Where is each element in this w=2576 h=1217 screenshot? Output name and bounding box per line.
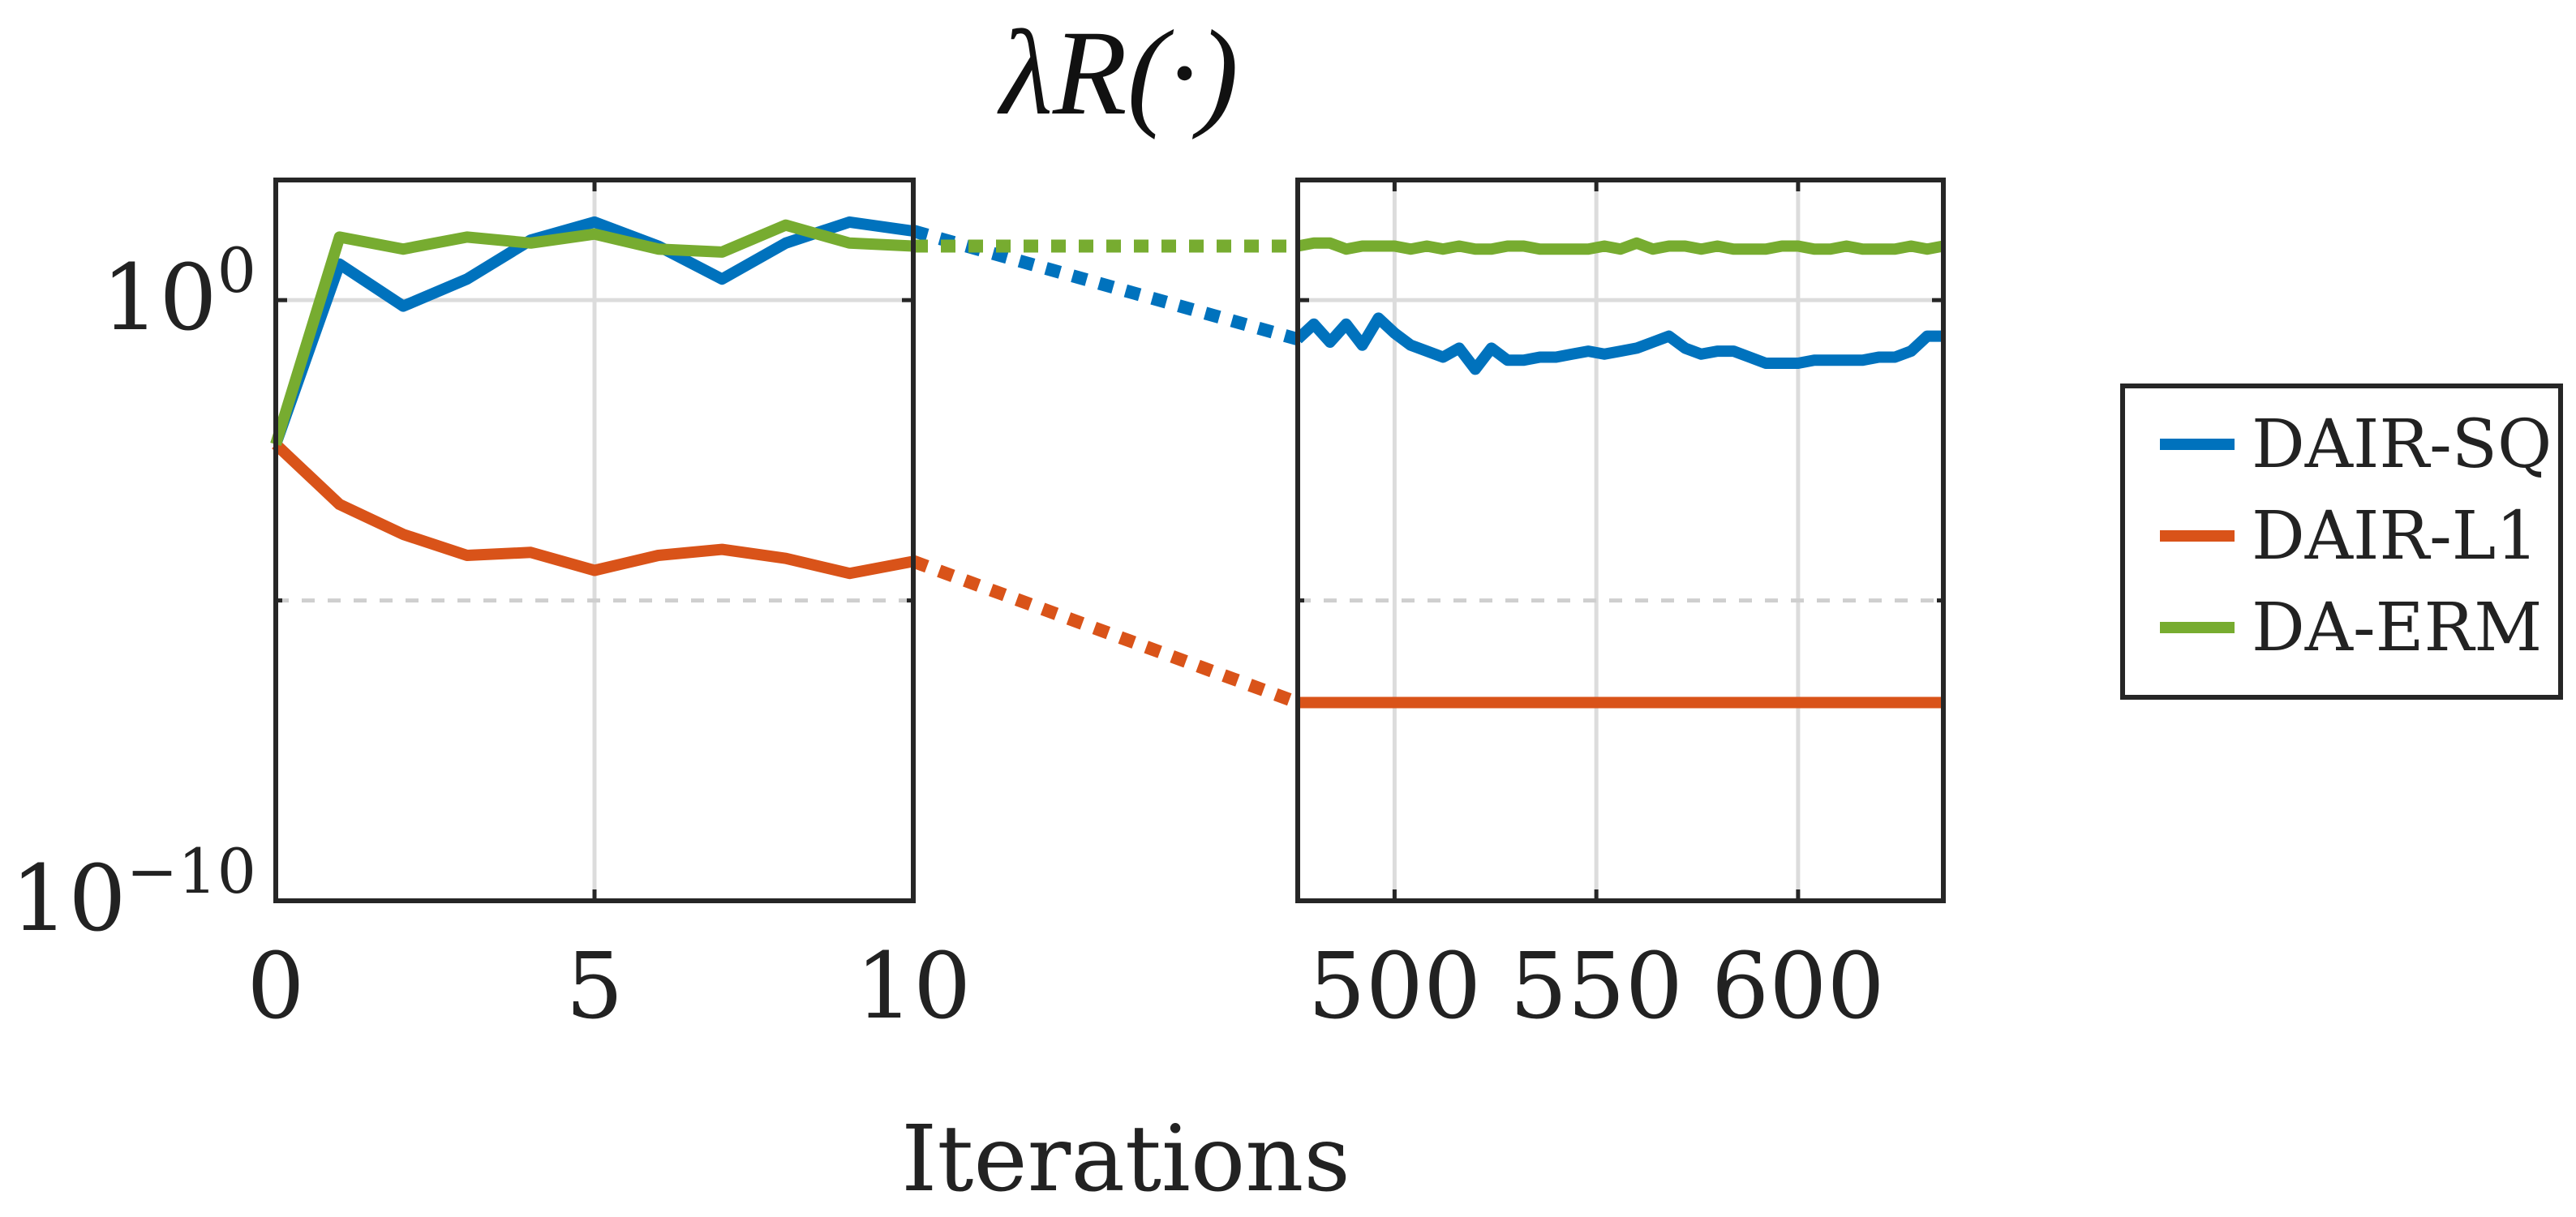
x-tick-label: 500 bbox=[1308, 934, 1482, 1039]
y-tick-label: 100 bbox=[101, 234, 256, 351]
tick-marks bbox=[273, 180, 1943, 903]
tick-labels: 0 5 10 500 550 600 100 10−10 bbox=[11, 234, 1885, 1039]
grid-lines bbox=[276, 180, 1943, 901]
x-axis-label: Iterations bbox=[901, 1107, 1350, 1212]
legend-label: DA-ERM bbox=[2252, 589, 2542, 666]
legend: DAIR-SQ DAIR-L1 DA-ERM bbox=[2120, 384, 2563, 700]
x-tick-label: 0 bbox=[247, 934, 304, 1039]
y-tick-label: 10−10 bbox=[11, 835, 256, 952]
series-line-da-erm-early bbox=[270, 219, 914, 447]
series-lines bbox=[270, 216, 1945, 709]
series-line-da-erm-late bbox=[1296, 237, 1945, 255]
x-tick-label: 550 bbox=[1509, 934, 1683, 1039]
legend-label: DAIR-SQ bbox=[2252, 406, 2552, 483]
right-panel-frame bbox=[1295, 178, 1946, 903]
series-line-dair-l1-early bbox=[272, 439, 915, 580]
x-tick-label: 600 bbox=[1711, 934, 1885, 1039]
chart-title: λR(·) bbox=[997, 6, 1239, 140]
x-tick-label: 5 bbox=[565, 934, 623, 1039]
connector-dair-l1 bbox=[911, 555, 1300, 709]
series-line-dair-sq-late bbox=[1294, 312, 1943, 375]
x-tick-label: 10 bbox=[856, 934, 972, 1039]
connector-lines bbox=[911, 225, 1300, 709]
legend-label: DAIR-L1 bbox=[2252, 498, 2538, 575]
